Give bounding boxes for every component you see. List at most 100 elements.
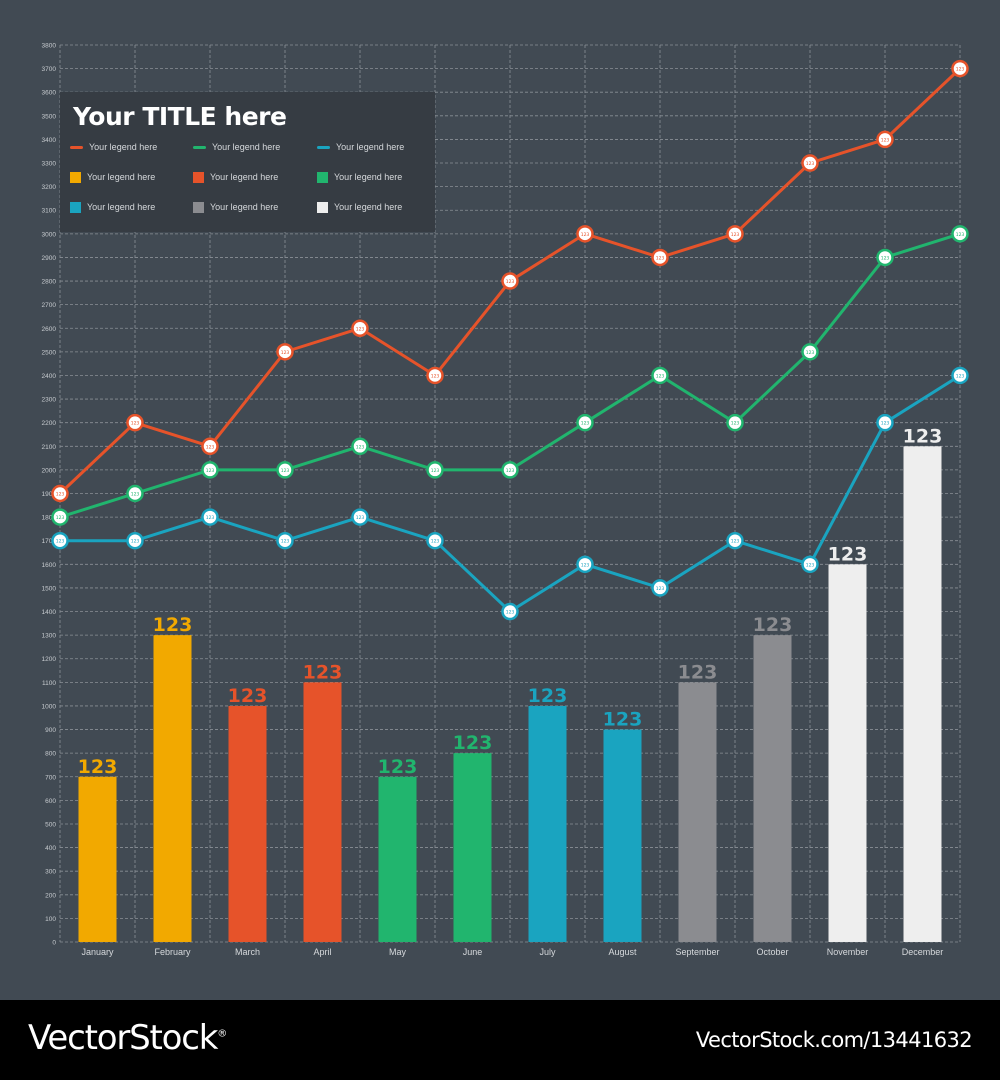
legend-label: Your legend here: [89, 142, 158, 152]
point-label: 123: [881, 137, 890, 143]
data-point: [126, 413, 144, 432]
bar-data-label: 123: [153, 614, 193, 636]
legend-label: Your legend here: [87, 202, 156, 212]
data-point: [51, 508, 69, 526]
y-tick-label: 1100: [42, 680, 56, 687]
point-label: 123: [731, 232, 740, 238]
legend-square-swatch: [193, 201, 204, 213]
legend-box: Your TITLE here Your legend here Your leg…: [60, 92, 435, 232]
bar: [903, 446, 942, 942]
legend-line-swatch: [193, 145, 206, 149]
y-tick-label: 2800: [42, 279, 57, 286]
legend-item: Your legend here: [70, 169, 155, 185]
bars: 123 123 123 123 123 123 123 123 123 123 123 123: [78, 425, 942, 942]
legend-line-swatch: [317, 145, 330, 149]
point-label: 123: [506, 468, 515, 474]
data-point: [126, 531, 144, 550]
bar: [753, 635, 792, 942]
y-tick-label: 3100: [42, 208, 57, 215]
data-point: [201, 461, 219, 479]
y-tick-label: 1700: [42, 538, 57, 545]
bar: [603, 729, 642, 942]
point-label: 123: [656, 586, 665, 592]
data-point: [951, 366, 969, 385]
point-label: 123: [506, 279, 515, 285]
legend-square-swatch: [193, 171, 204, 183]
point-label: 123: [956, 67, 965, 73]
brand-name: VectorStock: [28, 1018, 218, 1058]
data-point: [351, 508, 369, 526]
legend-item: Your legend here: [317, 169, 402, 185]
line-series-2: 123 123 123 123 123 123 123 123 123 123 123 123 123: [51, 225, 969, 526]
vectorstock-logo: VectorStock®: [28, 1018, 227, 1058]
chart-title: Your TITLE here: [73, 102, 287, 131]
y-tick-label: 2500: [42, 349, 57, 356]
legend-label: Your legend here: [334, 172, 403, 182]
y-tick-label: 2200: [42, 420, 57, 427]
bar-data-label: 123: [528, 685, 568, 707]
x-tick-label: June: [463, 947, 483, 957]
point-label: 123: [356, 515, 365, 521]
data-point: [201, 437, 219, 456]
point-label: 123: [806, 350, 815, 356]
x-tick-label: January: [81, 947, 114, 957]
point-label: 123: [581, 421, 590, 427]
x-tick-label: September: [675, 947, 719, 957]
bar-data-label: 123: [753, 614, 793, 636]
point-label: 123: [131, 421, 140, 427]
y-tick-label: 3000: [42, 231, 57, 238]
y-tick-label: 2300: [42, 397, 57, 404]
legend-label: Your legend here: [336, 142, 405, 152]
registered-mark: ®: [217, 1028, 227, 1040]
y-tick-label: 3600: [42, 90, 57, 97]
y-tick-label: 2700: [42, 302, 57, 309]
x-tick-label: November: [827, 947, 869, 957]
bar-data-label: 123: [78, 756, 118, 778]
data-point: [351, 437, 369, 456]
y-tick-label: 3200: [42, 184, 57, 191]
y-tick-label: 900: [45, 727, 56, 734]
legend-label: Your legend here: [212, 142, 281, 152]
point-label: 123: [281, 350, 290, 356]
bar: [453, 753, 492, 942]
data-point: [51, 484, 69, 503]
data-point: [576, 225, 594, 243]
y-tick-label: 2000: [42, 467, 57, 474]
bar-data-label: 123: [378, 756, 418, 778]
point-label: 123: [206, 468, 215, 474]
y-tick-label: 1900: [42, 491, 57, 498]
data-point: [801, 343, 819, 361]
x-tick-label: October: [756, 947, 788, 957]
y-axis-labels: 0 100 200 300 400 500 600 700 800 900 1000 1100 1200…: [42, 43, 57, 947]
point-label: 123: [956, 373, 965, 379]
bar: [528, 705, 567, 942]
x-tick-label: December: [902, 947, 944, 957]
data-point: [801, 555, 819, 574]
data-point: [51, 531, 69, 550]
y-tick-label: 300: [45, 869, 56, 876]
point-label: 123: [806, 161, 815, 167]
y-tick-label: 400: [45, 845, 56, 852]
point-label: 123: [581, 232, 590, 238]
data-point: [426, 531, 444, 550]
legend-label: Your legend here: [334, 202, 403, 212]
y-tick-label: 3700: [42, 66, 57, 73]
y-tick-label: 100: [45, 916, 56, 923]
data-point: [351, 319, 369, 338]
chart-area: 0 100 200 300 400 500 600 700 800 900 1000 1100 1200…: [41, 42, 969, 957]
legend-square-swatch: [70, 171, 81, 183]
data-point: [426, 366, 444, 385]
bar-data-label: 123: [303, 661, 343, 683]
data-point: [276, 343, 294, 361]
y-tick-label: 700: [45, 774, 56, 781]
data-point: [501, 272, 519, 290]
data-point: [126, 484, 144, 503]
data-point: [876, 248, 894, 267]
legend-item: Your legend here: [317, 139, 404, 155]
y-tick-label: 1300: [42, 633, 57, 640]
bar: [828, 564, 867, 942]
point-label: 123: [806, 562, 815, 568]
data-point: [576, 413, 594, 432]
footer-bar: VectorStock® VectorStock.com/13441632: [0, 1000, 1000, 1080]
data-point: [726, 531, 744, 550]
